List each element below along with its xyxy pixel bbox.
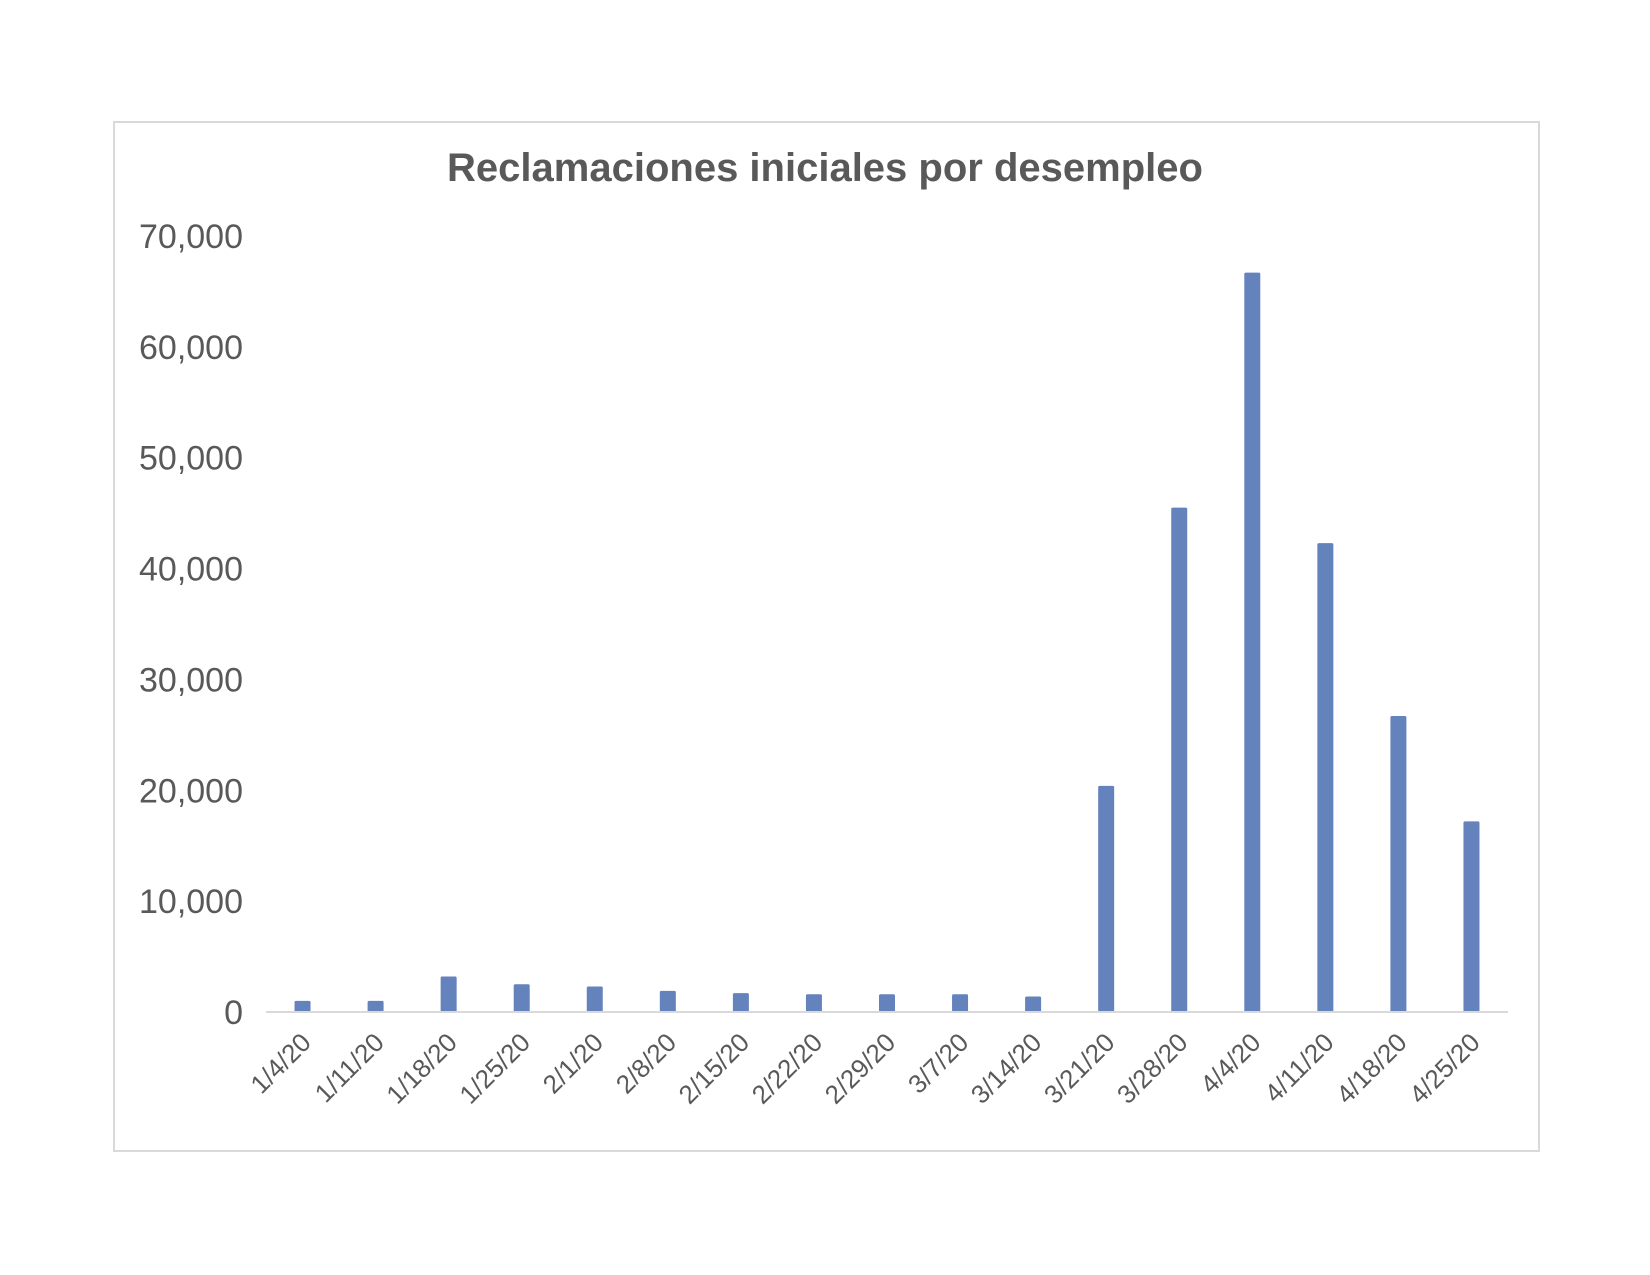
bar <box>1317 543 1334 1012</box>
y-tick-label: 10,000 <box>139 883 243 921</box>
bar <box>294 1000 311 1012</box>
x-tick-label: 3/21/20 <box>1038 1027 1121 1110</box>
y-tick-label: 0 <box>224 994 243 1032</box>
bar <box>659 990 676 1012</box>
bar <box>952 994 969 1012</box>
bar <box>732 993 749 1012</box>
x-tick-label: 1/18/20 <box>380 1027 463 1110</box>
x-tick-label: 4/11/20 <box>1258 1027 1339 1108</box>
x-tick-label: 3/7/20 <box>902 1027 974 1099</box>
bar <box>586 986 603 1012</box>
chart-frame <box>113 121 1540 1152</box>
x-tick-label: 1/4/20 <box>244 1027 316 1099</box>
bar <box>805 994 822 1012</box>
x-tick-label: 4/25/20 <box>1403 1027 1486 1110</box>
x-tick-label: 4/18/20 <box>1330 1027 1413 1110</box>
bar <box>513 984 530 1012</box>
bar <box>1025 996 1042 1012</box>
x-tick-label: 2/15/20 <box>673 1027 756 1110</box>
bar <box>1463 821 1480 1012</box>
bar <box>1390 716 1407 1012</box>
bar <box>367 1000 384 1012</box>
y-tick-label: 70,000 <box>139 218 243 256</box>
y-tick-label: 60,000 <box>139 329 243 367</box>
x-tick-label: 2/22/20 <box>746 1027 829 1110</box>
x-tick-label: 1/25/20 <box>453 1027 536 1110</box>
y-tick-label: 20,000 <box>139 772 243 810</box>
x-tick-label: 4/4/20 <box>1194 1027 1266 1099</box>
bar <box>440 976 457 1012</box>
y-tick-label: 50,000 <box>139 440 243 478</box>
x-tick-label: 3/28/20 <box>1111 1027 1194 1110</box>
bar <box>879 994 895 1012</box>
x-tick-label: 2/29/20 <box>819 1027 902 1110</box>
bar <box>1098 785 1115 1012</box>
chart-title: Reclamaciones iniciales por desempleo <box>447 146 1203 190</box>
x-tick-label: 1/11/20 <box>309 1027 390 1108</box>
bar <box>1244 272 1261 1012</box>
y-tick-label: 30,000 <box>139 661 243 699</box>
x-tick-label: 3/14/20 <box>965 1027 1048 1110</box>
bar <box>1171 507 1188 1012</box>
y-tick-label: 40,000 <box>139 551 243 589</box>
x-tick-label: 2/1/20 <box>537 1027 609 1099</box>
x-tick-label: 2/8/20 <box>610 1027 682 1099</box>
